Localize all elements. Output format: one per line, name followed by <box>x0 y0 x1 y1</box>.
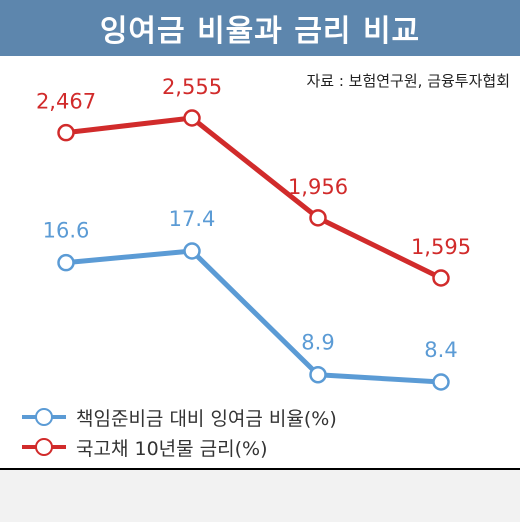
chart-title: 잉여금 비율과 금리 비교 <box>99 14 421 49</box>
data-label: 2,555 <box>162 75 222 99</box>
source-note: 자료 : 보험연구원, 금융투자협회 <box>306 72 510 90</box>
legend-swatch-red <box>22 438 66 456</box>
chart-legend: 책임준비금 대비 잉여금 비율(%) 국고채 10년물 금리(%) <box>22 402 337 462</box>
data-label: 16.6 <box>43 219 90 243</box>
data-point <box>183 109 201 127</box>
data-point <box>183 242 201 260</box>
legend-item-blue: 책임준비금 대비 잉여금 비율(%) <box>22 402 337 432</box>
data-label: 8.9 <box>301 331 334 355</box>
data-label: 2,467 <box>36 90 96 114</box>
data-label: 1,595 <box>411 235 471 259</box>
series-line-blue <box>63 248 444 385</box>
legend-swatch-blue <box>22 408 66 426</box>
data-point <box>432 373 450 391</box>
data-label: 17.4 <box>169 207 216 231</box>
data-label: 1,956 <box>288 175 348 199</box>
chart-header: 잉여금 비율과 금리 비교 <box>0 0 520 56</box>
data-label: 8.4 <box>424 338 457 362</box>
data-point <box>309 209 327 227</box>
legend-label-blue: 책임준비금 대비 잉여금 비율(%) <box>76 407 337 430</box>
legend-item-red: 국고채 10년물 금리(%) <box>22 432 337 462</box>
x-axis-band <box>0 468 520 522</box>
series-line-red <box>63 115 444 281</box>
data-point <box>309 365 327 384</box>
data-point <box>432 269 450 287</box>
legend-label-red: 국고채 10년물 금리(%) <box>76 437 268 460</box>
data-point <box>57 253 75 272</box>
data-point <box>57 123 75 142</box>
